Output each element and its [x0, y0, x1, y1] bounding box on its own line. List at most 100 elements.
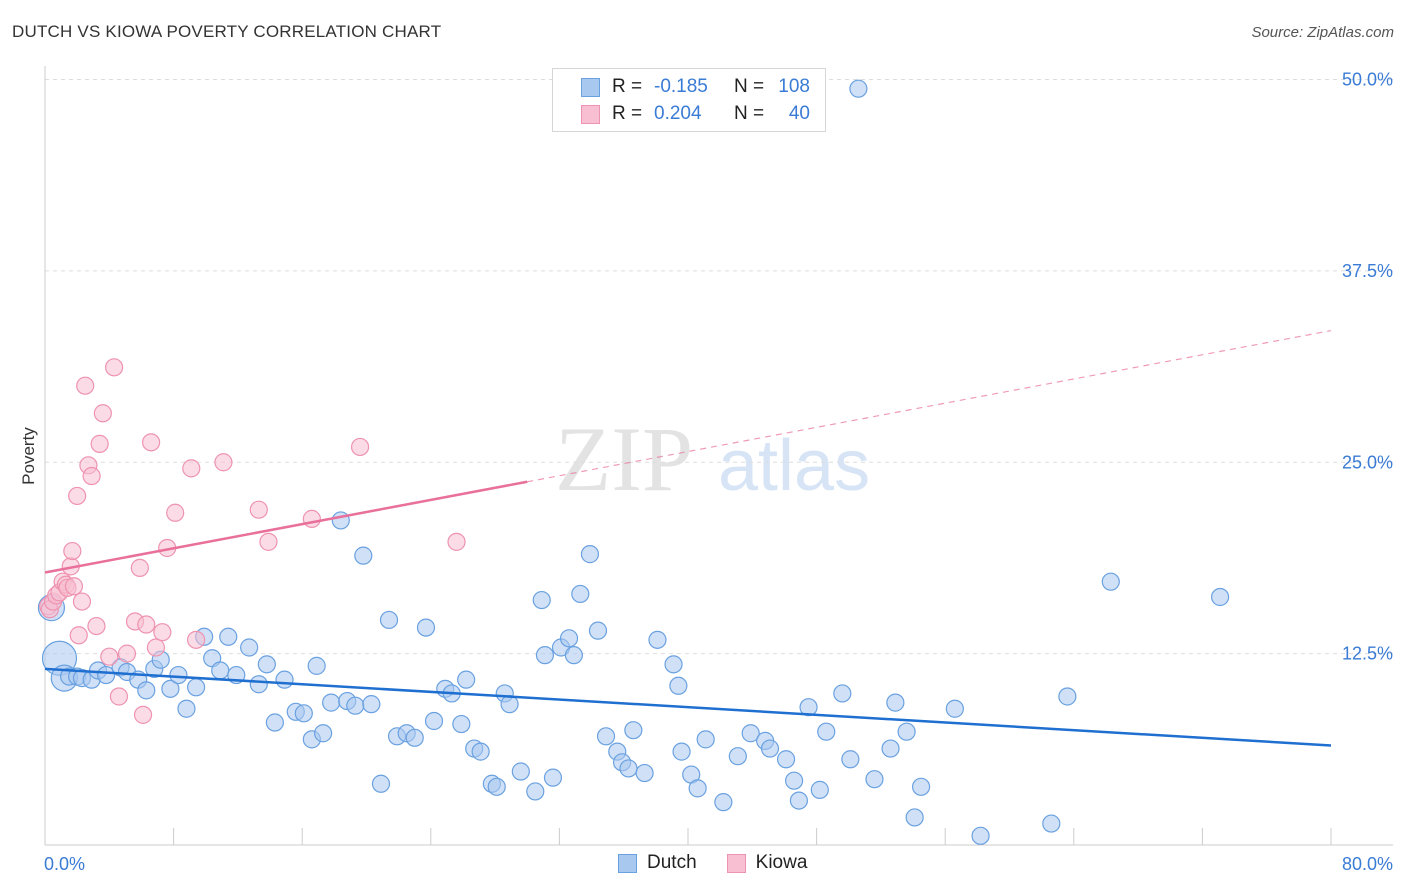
kiowa-point[interactable] [76, 376, 95, 395]
dutch-point[interactable] [240, 638, 259, 657]
dutch-point[interactable] [211, 661, 230, 680]
dutch-point[interactable] [741, 724, 760, 743]
dutch-point[interactable] [405, 728, 424, 747]
dutch-point[interactable] [1058, 687, 1077, 706]
kiowa-point[interactable] [153, 623, 172, 642]
dutch-point[interactable] [664, 655, 683, 674]
dutch-point[interactable] [275, 670, 294, 689]
dutch-point[interactable] [177, 699, 196, 718]
kiowa-point[interactable] [259, 532, 278, 551]
kiowa-point[interactable] [90, 434, 109, 453]
legend-item-dutch[interactable]: Dutch [618, 852, 697, 874]
dutch-point[interactable] [588, 621, 608, 640]
dutch-point[interactable] [945, 699, 964, 718]
dutch-point[interactable] [169, 665, 188, 685]
dutch-point[interactable] [580, 545, 600, 564]
dutch-point[interactable] [161, 679, 180, 698]
legend-item-kiowa[interactable]: Kiowa [726, 852, 807, 874]
dutch-point[interactable] [810, 780, 829, 799]
dutch-point[interactable] [354, 546, 373, 565]
dutch-point[interactable] [624, 721, 643, 740]
dutch-point[interactable] [1210, 587, 1230, 607]
dutch-point[interactable] [219, 627, 238, 646]
dutch-point[interactable] [635, 763, 654, 783]
kiowa-point[interactable] [63, 541, 82, 561]
kiowa-point[interactable] [69, 626, 88, 645]
dutch-point[interactable] [457, 670, 476, 689]
kiowa-point[interactable] [141, 433, 161, 452]
kiowa-point[interactable] [93, 404, 112, 423]
dutch-point[interactable] [471, 742, 490, 761]
kiowa-point[interactable] [146, 638, 166, 657]
kiowa-point[interactable] [249, 500, 268, 519]
dutch-point[interactable] [526, 782, 545, 801]
kiowa-point[interactable] [72, 592, 92, 611]
dutch-point[interactable] [784, 771, 804, 790]
dutch-point[interactable] [535, 646, 555, 665]
dutch-point[interactable] [532, 590, 551, 610]
dutch-point[interactable] [911, 777, 931, 796]
dutch-point[interactable] [1101, 572, 1120, 591]
kiowa-point[interactable] [350, 437, 370, 457]
dutch-point[interactable] [424, 711, 444, 731]
dutch-point[interactable] [849, 79, 868, 98]
dutch-point[interactable] [799, 698, 818, 717]
dutch-point[interactable] [500, 695, 519, 714]
dutch-point[interactable] [817, 722, 836, 741]
kiowa-point[interactable] [182, 459, 201, 478]
dutch-point[interactable] [487, 777, 506, 796]
dutch-point[interactable] [322, 693, 341, 712]
dutch-point[interactable] [379, 610, 399, 630]
dutch-point[interactable] [249, 675, 268, 694]
kiowa-point[interactable] [166, 503, 185, 522]
dutch-point[interactable] [96, 665, 116, 685]
dutch-point[interactable] [760, 739, 780, 758]
kiowa-point[interactable] [82, 466, 101, 486]
dutch-point[interactable] [619, 759, 638, 778]
dutch-point[interactable] [511, 762, 530, 781]
dutch-point[interactable] [728, 747, 747, 766]
kiowa-point[interactable] [105, 358, 124, 377]
kiowa-point[interactable] [100, 647, 119, 666]
kiowa-point[interactable] [137, 615, 156, 634]
dutch-point[interactable] [696, 730, 715, 749]
kiowa-point[interactable] [302, 509, 321, 528]
kiowa-point[interactable] [187, 630, 206, 649]
dutch-point[interactable] [346, 696, 365, 715]
kiowa-point[interactable] [87, 616, 106, 636]
dutch-point[interactable] [313, 724, 333, 743]
dutch-point[interactable] [187, 678, 206, 697]
dutch-point[interactable] [648, 630, 667, 649]
dutch-point[interactable] [714, 793, 733, 812]
dutch-point[interactable] [905, 808, 924, 827]
dutch-point[interactable] [833, 684, 852, 703]
dutch-point[interactable] [789, 791, 809, 810]
kiowa-point[interactable] [130, 558, 149, 577]
kiowa-point[interactable] [68, 486, 87, 506]
kiowa-point[interactable] [133, 705, 153, 724]
dutch-point[interactable] [886, 693, 905, 712]
dutch-point[interactable] [362, 695, 381, 714]
dutch-point[interactable] [971, 826, 990, 845]
dutch-point[interactable] [897, 722, 916, 741]
kiowa-point[interactable] [109, 687, 129, 706]
dutch-point[interactable] [672, 742, 691, 761]
dutch-point[interactable] [416, 618, 436, 637]
dutch-point[interactable] [564, 646, 583, 665]
dutch-point[interactable] [776, 750, 796, 769]
kiowa-point[interactable] [64, 577, 84, 596]
dutch-point[interactable] [841, 750, 860, 769]
dutch-point[interactable] [596, 727, 616, 746]
dutch-point[interactable] [265, 713, 284, 732]
dutch-point[interactable] [865, 770, 884, 789]
dutch-point[interactable] [559, 629, 579, 648]
dutch-point[interactable] [881, 739, 900, 758]
dutch-point[interactable] [307, 656, 326, 675]
dutch-point[interactable] [257, 655, 276, 674]
dutch-point[interactable] [1042, 814, 1061, 833]
dutch-point[interactable] [137, 681, 156, 700]
kiowa-point[interactable] [214, 453, 233, 472]
dutch-point[interactable] [543, 768, 563, 787]
dutch-point[interactable] [452, 714, 471, 734]
kiowa-point[interactable] [447, 532, 466, 551]
